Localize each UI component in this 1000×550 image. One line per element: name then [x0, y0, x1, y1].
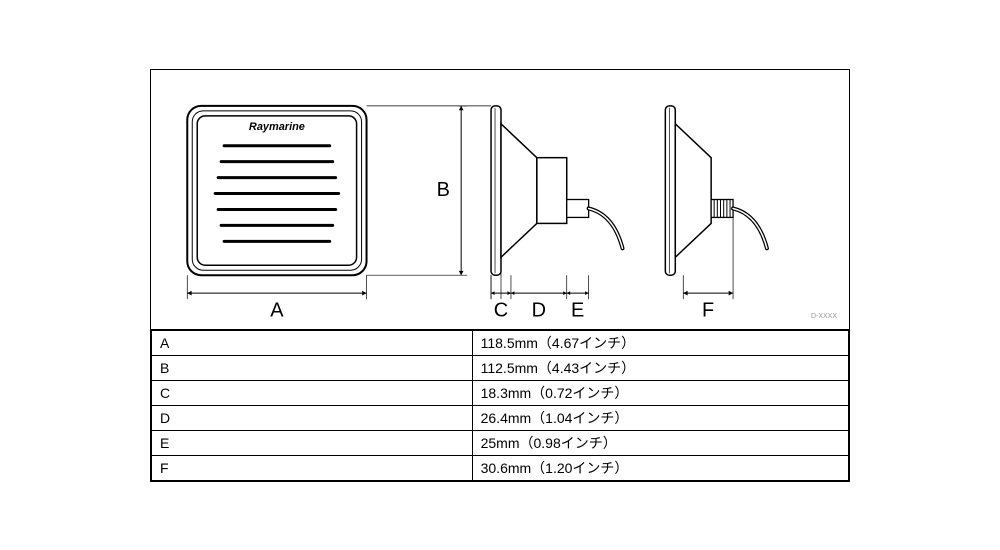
table-row: F30.6mm（1.20インチ） — [152, 455, 849, 480]
dim-value: 25mm（0.98インチ） — [472, 430, 848, 455]
doc-id: D-XXXX — [811, 313, 837, 320]
svg-text:Raymarine: Raymarine — [249, 120, 305, 132]
table-row: A118.5mm（4.67インチ） — [152, 330, 849, 355]
svg-text:E: E — [571, 299, 584, 321]
svg-text:A: A — [270, 299, 284, 321]
dim-key: C — [152, 380, 473, 405]
dim-value: 112.5mm（4.43インチ） — [472, 355, 848, 380]
table-row: E25mm（0.98インチ） — [152, 430, 849, 455]
svg-text:D: D — [532, 299, 546, 321]
spec-sheet: RaymarineABCDEF D-XXXX A118.5mm（4.67インチ）… — [150, 69, 850, 482]
dim-value: 30.6mm（1.20インチ） — [472, 455, 848, 480]
table-row: D26.4mm（1.04インチ） — [152, 405, 849, 430]
dim-key: D — [152, 405, 473, 430]
dim-key: B — [152, 355, 473, 380]
dim-value: 18.3mm（0.72インチ） — [472, 380, 848, 405]
svg-text:C: C — [494, 299, 508, 321]
table-row: C18.3mm（0.72インチ） — [152, 380, 849, 405]
drawing-svg: Raymarine A B C D E F — [157, 76, 843, 323]
dim-key: F — [152, 455, 473, 480]
technical-drawing: Raymarine A B C D E F D-XXXX — [151, 70, 849, 330]
svg-text:B: B — [437, 178, 450, 200]
dim-key: A — [152, 330, 473, 355]
dim-value: 26.4mm（1.04インチ） — [472, 405, 848, 430]
dimensions-table: A118.5mm（4.67インチ）B112.5mm（4.43インチ）C18.3m… — [151, 330, 849, 481]
table-row: B112.5mm（4.43インチ） — [152, 355, 849, 380]
dim-key: E — [152, 430, 473, 455]
dim-value: 118.5mm（4.67インチ） — [472, 330, 848, 355]
svg-text:F: F — [702, 299, 714, 321]
